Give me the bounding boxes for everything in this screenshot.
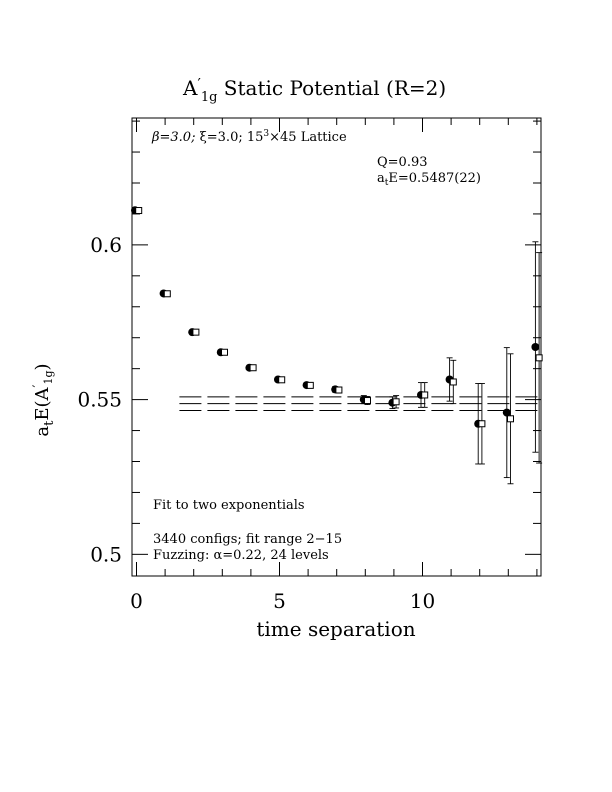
square-point bbox=[278, 376, 286, 384]
energy-annotation: atE=0.5487(22) bbox=[377, 171, 481, 188]
y-tick-label: 0.55 bbox=[77, 388, 122, 412]
square-point bbox=[135, 207, 143, 215]
configs-note: 3440 configs; fit range 2−15 bbox=[153, 532, 342, 547]
x-tick-label: 0 bbox=[130, 589, 143, 613]
fuzzing-note: Fuzzing: α=0.22, 24 levels bbox=[153, 548, 329, 563]
square-marker bbox=[535, 354, 543, 362]
square-point bbox=[364, 396, 371, 406]
square-point bbox=[192, 328, 200, 336]
circle-point bbox=[502, 347, 511, 479]
axis-ticks: 0 5 10 0.5 0.55 0.6 bbox=[77, 118, 541, 613]
square-marker bbox=[364, 397, 371, 405]
lattice-annotation: β=3.0; ξ=3.0; 153×45 Lattice bbox=[151, 129, 347, 145]
square-point bbox=[163, 290, 171, 298]
data-points bbox=[131, 206, 543, 485]
x-tick-label: 10 bbox=[410, 589, 435, 613]
x-axis-label: time separation bbox=[256, 617, 415, 641]
y-axis-label: atE(A′1g) bbox=[31, 363, 57, 436]
square-marker bbox=[392, 398, 400, 406]
square-point bbox=[306, 381, 314, 389]
square-point bbox=[478, 383, 486, 465]
square-marker bbox=[135, 207, 143, 215]
fit-band bbox=[179, 396, 541, 411]
square-marker bbox=[163, 290, 171, 298]
square-point bbox=[535, 252, 543, 464]
square-marker bbox=[335, 386, 343, 394]
square-marker bbox=[421, 391, 429, 399]
circle-marker bbox=[531, 343, 540, 351]
square-marker bbox=[278, 376, 286, 384]
square-marker bbox=[306, 381, 314, 389]
square-marker bbox=[507, 415, 514, 423]
x-tick-label: 5 bbox=[273, 589, 286, 613]
square-marker bbox=[192, 328, 200, 336]
square-point bbox=[221, 348, 228, 356]
square-marker bbox=[478, 420, 486, 428]
y-tick-label: 0.6 bbox=[90, 233, 122, 257]
chart-title: A′1g Static Potential (R=2) bbox=[182, 75, 446, 105]
square-point bbox=[392, 395, 400, 409]
circle-marker bbox=[502, 408, 511, 417]
square-marker bbox=[449, 378, 457, 386]
square-point bbox=[421, 382, 429, 408]
square-point bbox=[507, 353, 514, 485]
fit-note: Fit to two exponentials bbox=[153, 498, 305, 513]
square-marker bbox=[221, 348, 228, 356]
circle-point bbox=[531, 241, 540, 453]
square-point bbox=[449, 359, 457, 405]
y-tick-label: 0.5 bbox=[90, 542, 122, 566]
square-point bbox=[249, 364, 257, 372]
square-point bbox=[335, 386, 343, 394]
square-marker bbox=[249, 364, 257, 372]
q-value-annotation: Q=0.93 bbox=[377, 155, 428, 170]
